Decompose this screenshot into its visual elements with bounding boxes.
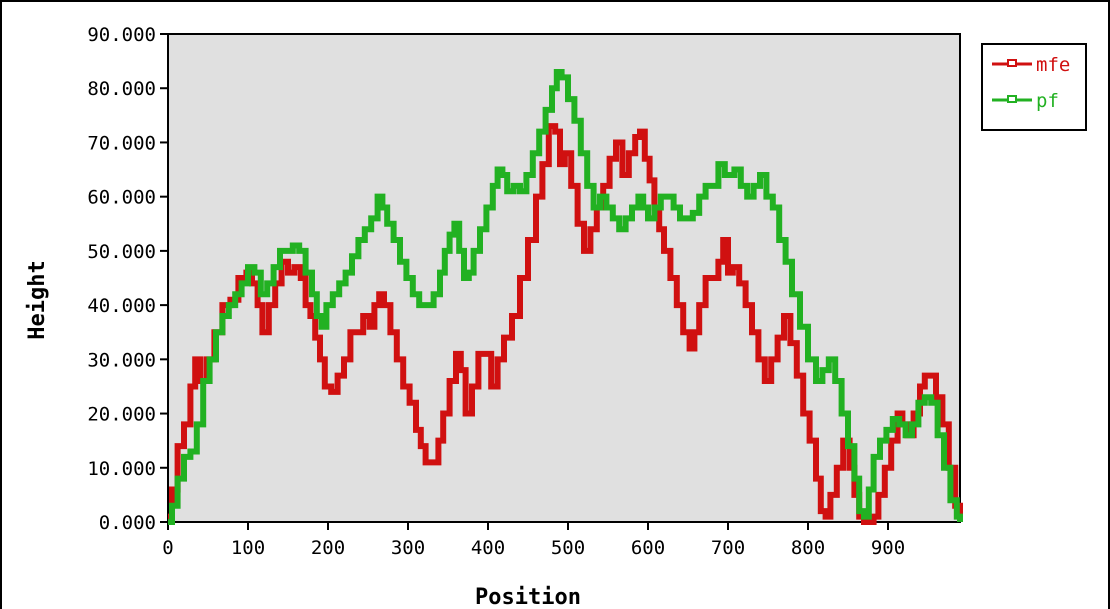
y-tick-label: 10.000 (87, 458, 156, 480)
y-tick-label: 50.000 (87, 241, 156, 263)
x-axis: 0 100 200 300 400 500 600 700 800 900 (162, 522, 905, 559)
legend-marker-pf (1007, 95, 1017, 103)
x-axis-title: Position (475, 585, 581, 609)
x-tick-label: 700 (711, 537, 745, 559)
x-tick-label: 500 (551, 537, 585, 559)
x-tick-label: 100 (231, 537, 265, 559)
y-tick-label: 0.000 (99, 512, 156, 534)
legend-marker-mfe (1007, 59, 1017, 67)
x-tick-label: 400 (471, 537, 505, 559)
x-tick-label: 0 (162, 537, 173, 559)
legend: mfe pf (981, 43, 1087, 131)
series-line-mfe (168, 123, 963, 525)
y-tick-label: 30.000 (87, 349, 156, 371)
x-tick-label: 200 (311, 537, 345, 559)
x-tick-label: 800 (791, 537, 825, 559)
y-axis: 0.000 10.000 20.000 30.000 40.000 50.000 60.00… (87, 24, 168, 534)
y-tick-label: 40.000 (87, 295, 156, 317)
y-tick-label: 70.000 (87, 132, 156, 154)
y-tick-label: 80.000 (87, 78, 156, 100)
legend-label-pf: pf (1036, 90, 1059, 112)
series-layer (168, 68, 963, 525)
y-tick-label: 90.000 (87, 24, 156, 46)
y-tick-label: 60.000 (87, 187, 156, 209)
x-tick-label: 300 (391, 537, 425, 559)
series-line-pf (168, 68, 963, 525)
legend-label-mfe: mfe (1036, 54, 1070, 76)
x-tick-label: 900 (871, 537, 905, 559)
legend-box (981, 43, 1087, 131)
y-tick-label: 20.000 (87, 404, 156, 426)
x-tick-label: 600 (631, 537, 665, 559)
y-axis-title: Height (25, 260, 50, 339)
